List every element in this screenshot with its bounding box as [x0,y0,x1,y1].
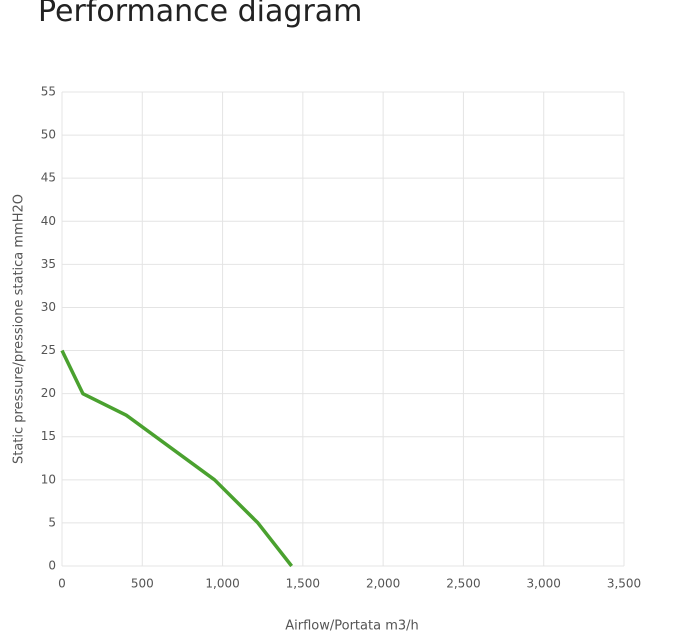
x-tick-label: 2,000 [366,577,400,591]
y-tick-label: 55 [41,85,56,99]
chart-title: Performance diagram [38,0,363,29]
line-series [60,349,293,568]
y-tick-label: 0 [48,559,56,573]
x-tick-label: 0 [58,577,66,591]
x-axis-label: Airflow/Portata m3/h [285,619,419,634]
x-tick-label: 3,000 [527,577,561,591]
y-tick-label: 45 [41,171,56,185]
y-tick-label: 10 [41,472,56,486]
y-tick-label: 30 [41,300,56,314]
x-tick-label: 3,500 [607,577,641,591]
y-tick-label: 25 [41,343,56,357]
y-tick-label: 35 [41,257,56,271]
x-tick-label: 500 [131,577,154,591]
y-tick-label: 5 [48,515,56,529]
y-tick-label: 40 [41,214,56,228]
x-tick-label: 2,500 [446,577,480,591]
y-tick-label: 20 [41,386,56,400]
y-axis-label: Static pressure/pressione statica mmH2O [12,194,27,464]
y-tick-label: 50 [41,128,56,142]
x-tick-label: 1,000 [205,577,239,591]
y-tick-label: 15 [41,429,56,443]
x-tick-label: 1,500 [286,577,320,591]
